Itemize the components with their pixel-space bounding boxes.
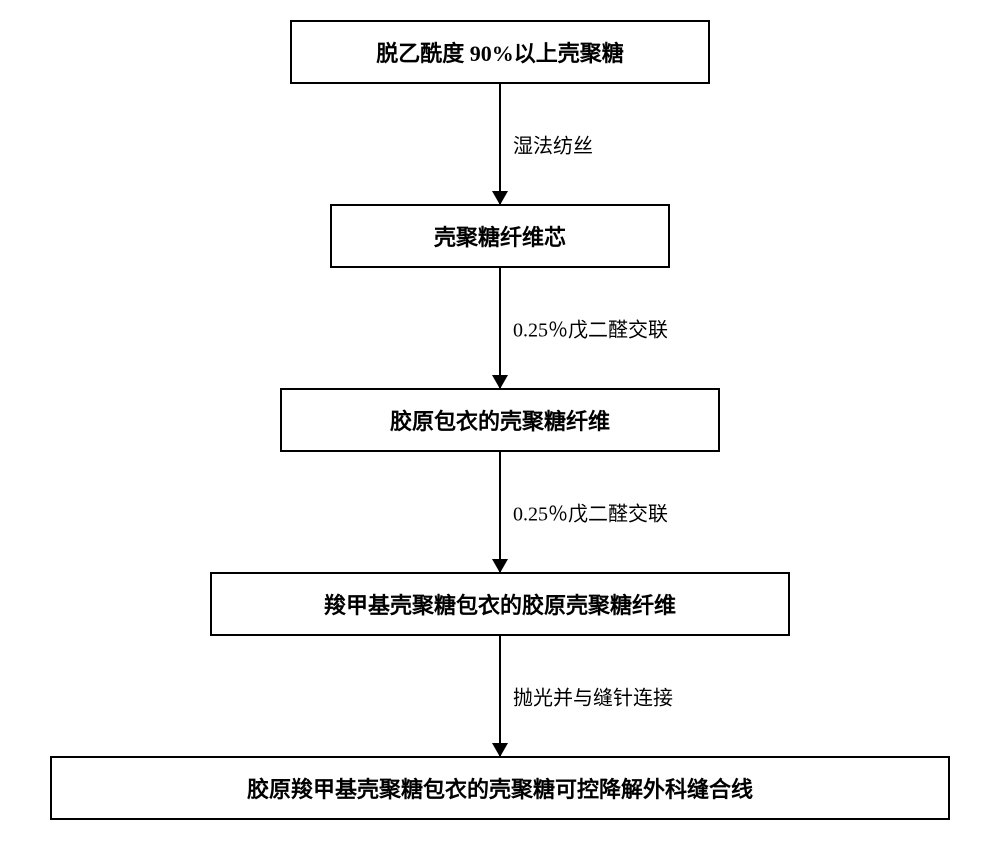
edge-label: 抛光并与缝针连接 — [513, 682, 673, 711]
arrowhead-icon — [492, 375, 508, 389]
arrowhead-icon — [492, 559, 508, 573]
flowchart-edge-2: 0.25％戊二醛交联 — [499, 268, 501, 388]
node-label: 羧甲基壳聚糖包衣的胶原壳聚糖纤维 — [324, 593, 676, 618]
arrowhead-icon — [492, 191, 508, 205]
flowchart-node-3: 胶原包衣的壳聚糖纤维 — [280, 388, 720, 452]
flowchart-edge-4: 抛光并与缝针连接 — [499, 636, 501, 756]
node-label: 脱乙酰度 90%以上壳聚糖 — [376, 41, 624, 66]
node-label: 胶原羧甲基壳聚糖包衣的壳聚糖可控降解外科缝合线 — [247, 777, 753, 802]
edge-label: 湿法纺丝 — [513, 130, 593, 159]
flowchart-node-2: 壳聚糖纤维芯 — [330, 204, 670, 268]
flowchart-container: 脱乙酰度 90%以上壳聚糖 湿法纺丝 壳聚糖纤维芯 0.25％戊二醛交联 胶原包… — [40, 20, 960, 820]
arrowhead-icon — [492, 743, 508, 757]
node-label: 胶原包衣的壳聚糖纤维 — [390, 409, 610, 434]
flowchart-node-4: 羧甲基壳聚糖包衣的胶原壳聚糖纤维 — [210, 572, 790, 636]
flowchart-node-1: 脱乙酰度 90%以上壳聚糖 — [290, 20, 710, 84]
flowchart-edge-1: 湿法纺丝 — [499, 84, 501, 204]
edge-label: 0.25％戊二醛交联 — [513, 498, 668, 527]
flowchart-node-5: 胶原羧甲基壳聚糖包衣的壳聚糖可控降解外科缝合线 — [50, 756, 950, 820]
node-label: 壳聚糖纤维芯 — [434, 225, 566, 250]
edge-label: 0.25％戊二醛交联 — [513, 314, 668, 343]
flowchart-edge-3: 0.25％戊二醛交联 — [499, 452, 501, 572]
